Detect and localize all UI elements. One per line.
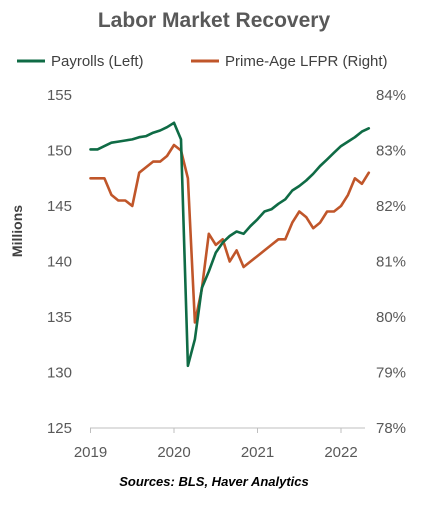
y-tick-right-78pct: 78% bbox=[376, 420, 406, 437]
y-tick-left-150: 150 bbox=[47, 143, 72, 160]
x-tick-2022: 2022 bbox=[324, 444, 357, 461]
x-tick-2021: 2021 bbox=[241, 444, 274, 461]
y-tick-right-82pct: 82% bbox=[376, 198, 406, 215]
y-tick-left-130: 130 bbox=[47, 365, 72, 382]
y-tick-right-81pct: 81% bbox=[376, 254, 406, 271]
chart-title: Labor Market Recovery bbox=[98, 9, 331, 32]
y-tick-left-140: 140 bbox=[47, 254, 72, 271]
y-tick-right-79pct: 79% bbox=[376, 365, 406, 382]
x-tick-2019: 2019 bbox=[74, 444, 107, 461]
series-line-payrolls bbox=[89, 121, 371, 368]
source-note: Sources: BLS, Haver Analytics bbox=[119, 474, 309, 489]
y-axis-right: 78% 79% 80% 81% 82% 83% 84% bbox=[376, 87, 406, 437]
y-tick-right-80pct: 80% bbox=[376, 309, 406, 326]
legend-label-payrolls: Payrolls (Left) bbox=[51, 53, 144, 70]
legend-label-lfpr: Prime-Age LFPR (Right) bbox=[225, 53, 388, 70]
plot-area bbox=[89, 121, 371, 368]
y-tick-left-135: 135 bbox=[47, 309, 72, 326]
legend: Payrolls (Left) Prime-Age LFPR (Right) bbox=[17, 53, 388, 70]
y-axis-title: Millions bbox=[9, 205, 25, 257]
y-axis-left: 125 130 135 140 145 150 155 bbox=[47, 87, 72, 437]
series-line-lfpr bbox=[89, 143, 371, 324]
y-tick-right-83pct: 83% bbox=[376, 143, 406, 160]
y-tick-left-145: 145 bbox=[47, 198, 72, 215]
x-tick-2020: 2020 bbox=[157, 444, 190, 461]
y-tick-right-84pct: 84% bbox=[376, 87, 406, 104]
y-tick-left-125: 125 bbox=[47, 420, 72, 437]
y-tick-left-155: 155 bbox=[47, 87, 72, 104]
x-axis: 2019 2020 2021 2022 bbox=[74, 428, 358, 461]
